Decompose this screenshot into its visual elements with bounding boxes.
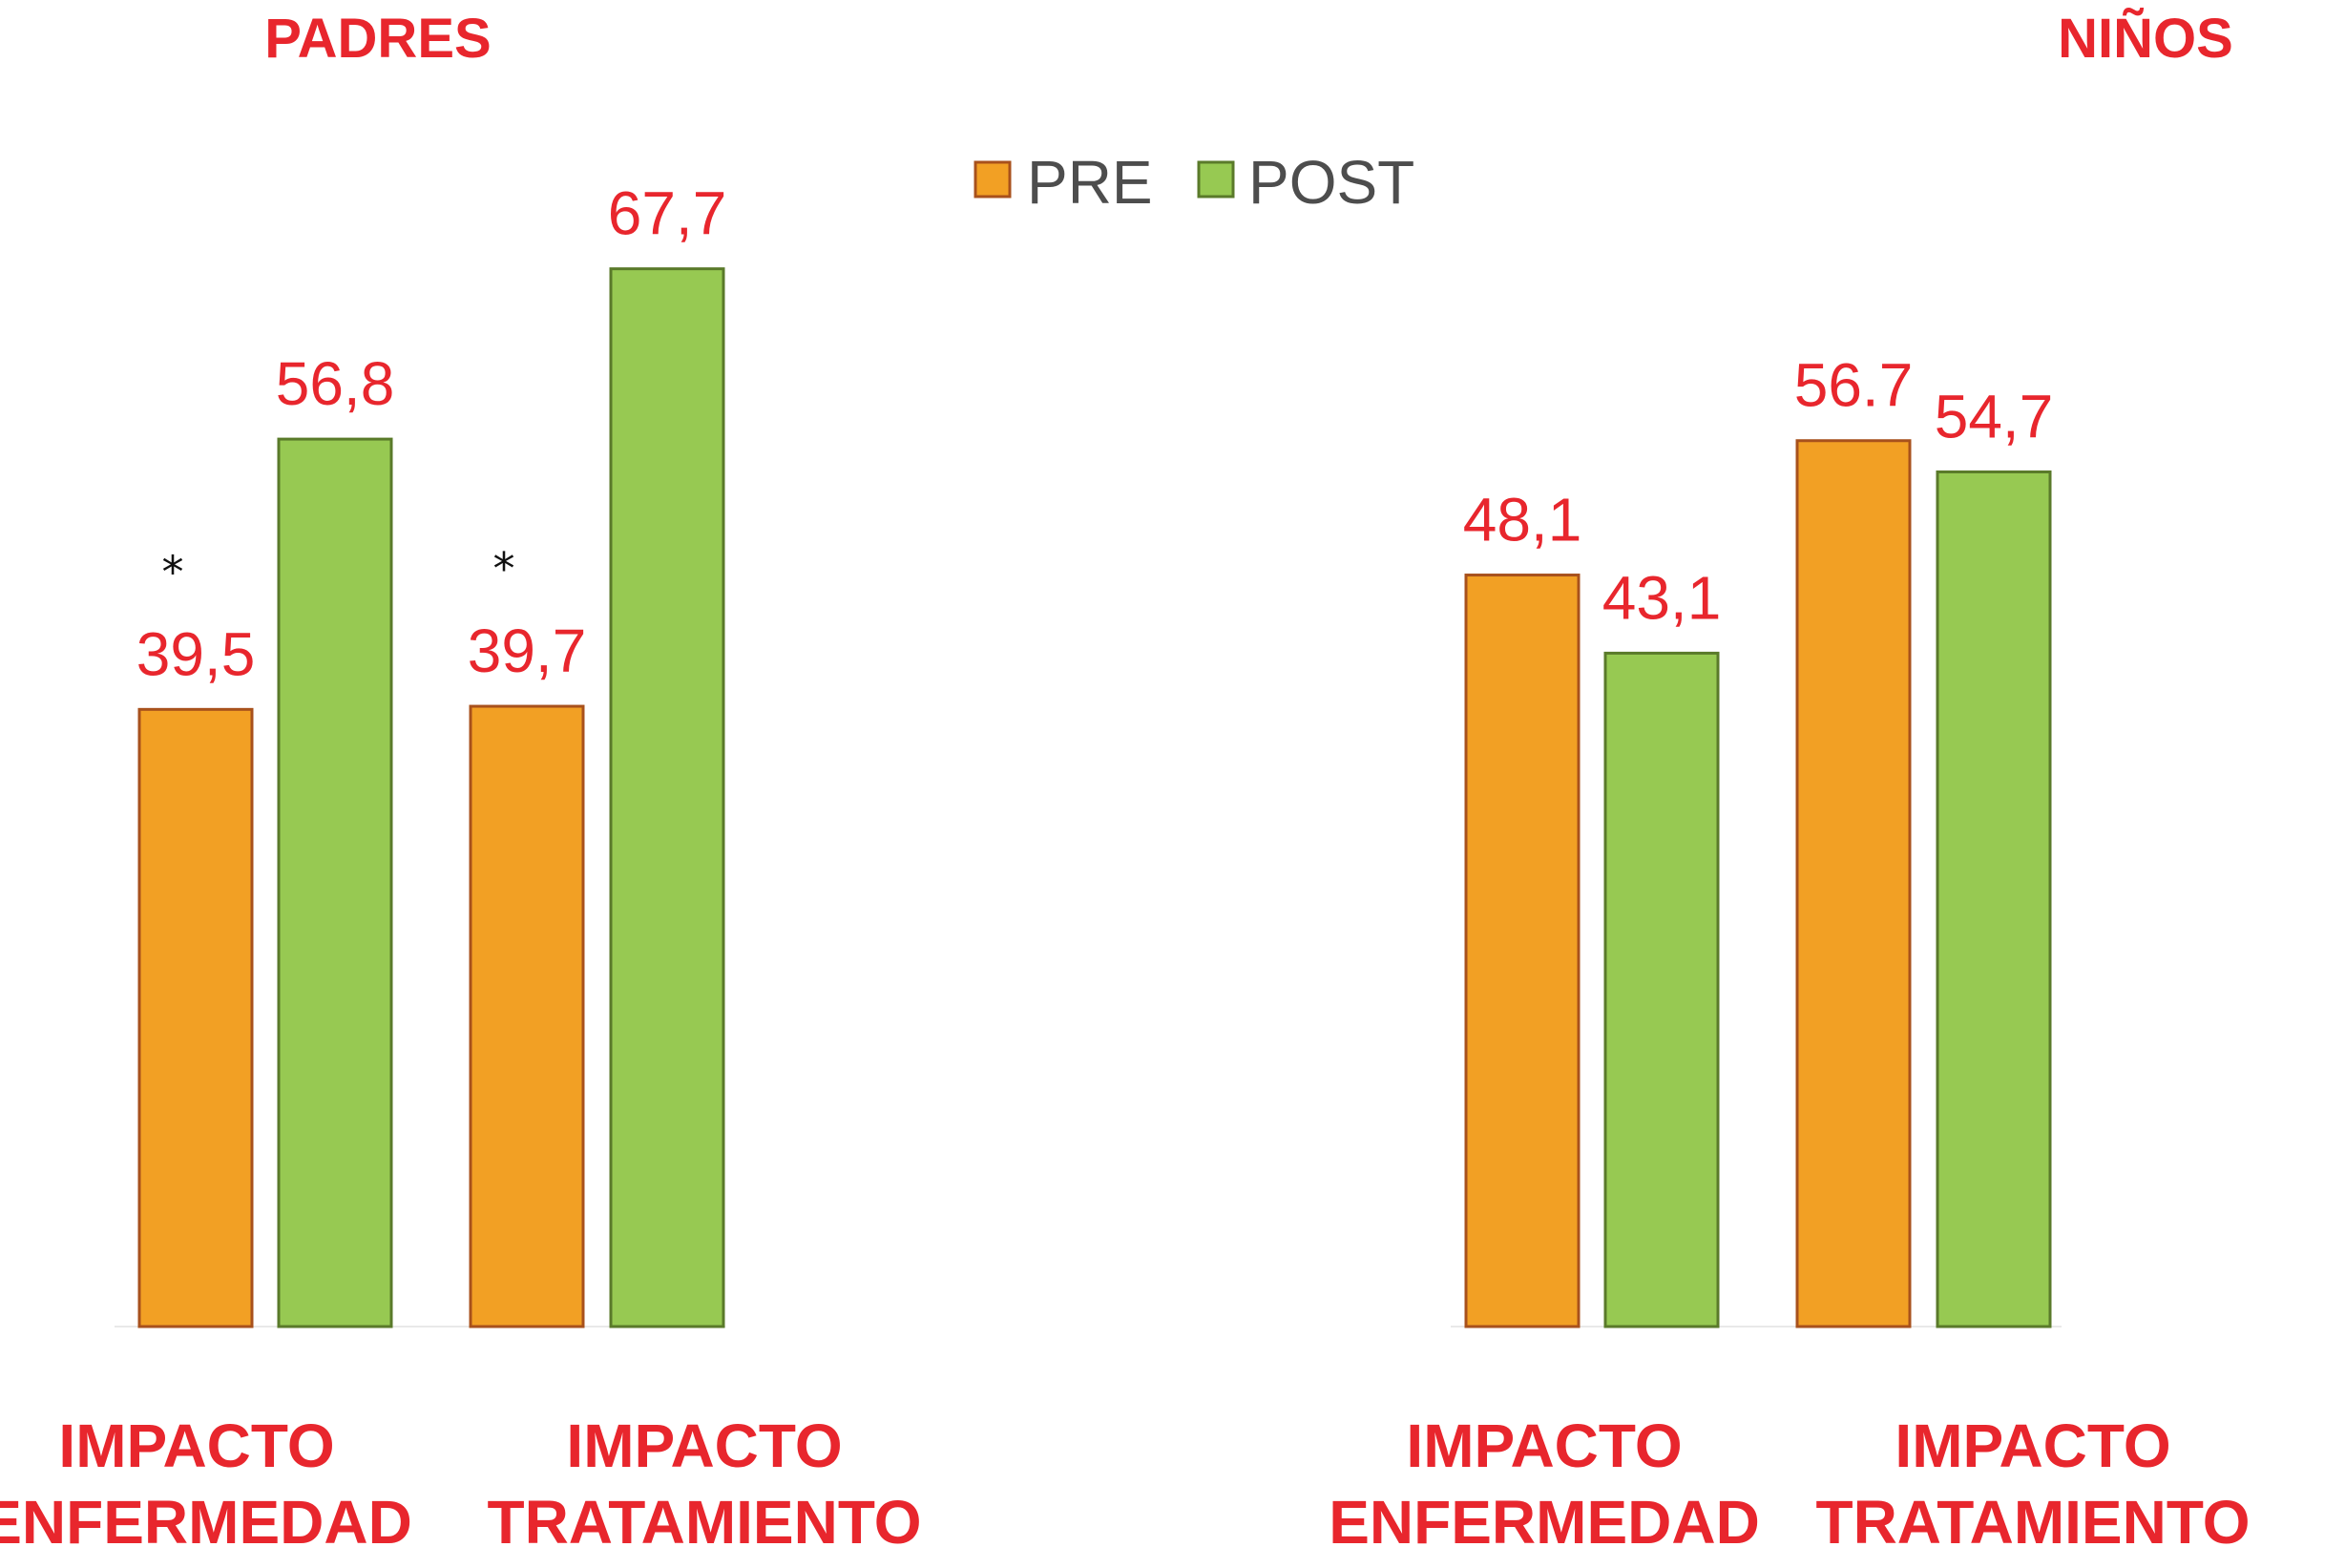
category-label: IMPACTO xyxy=(58,1411,334,1480)
legend-label-post: POST xyxy=(1248,148,1414,217)
legend: PRE POST xyxy=(974,148,1414,217)
legend-swatch-pre xyxy=(974,160,1012,199)
category-label: ENFERMEDAD xyxy=(1329,1488,1760,1557)
data-label: 54,7 xyxy=(1935,382,2054,450)
category-label: IMPACTO xyxy=(1895,1411,2170,1480)
bar-pre xyxy=(1795,439,1912,1328)
panel-title: PADRES xyxy=(264,8,491,70)
bar-post xyxy=(1936,470,2052,1328)
category-label: TRATAMIENTO xyxy=(487,1488,921,1557)
bar-pre xyxy=(469,704,585,1328)
data-label: 39,7 xyxy=(468,617,587,685)
legend-swatch-post xyxy=(1197,160,1235,199)
data-label: 56,8 xyxy=(276,349,395,418)
data-label: 48,1 xyxy=(1463,486,1582,554)
panel-title: NIÑOS xyxy=(2058,8,2233,70)
significance-marker: * xyxy=(493,543,515,595)
category-label: ENFERMEDAD xyxy=(0,1488,412,1557)
legend-label-pre: PRE xyxy=(1027,148,1153,217)
bar-post xyxy=(1603,651,1720,1328)
data-label: 56.7 xyxy=(1794,351,1914,420)
category-label: IMPACTO xyxy=(1406,1411,1682,1480)
bar-post xyxy=(609,267,725,1328)
panel-ninos: NIÑOS 48,1 56.7 43,1 54,7 IMPACTO ENFERMEDAD I… xyxy=(1329,8,2250,1557)
data-label: 39,5 xyxy=(136,619,256,688)
significance-marker: * xyxy=(162,546,184,597)
data-label: 67,7 xyxy=(608,179,727,248)
panel-padres: PADRES 39,5 * 39,7 * 56,8 67,7 IMPACTO ENFERMED… xyxy=(0,8,922,1557)
bar-post xyxy=(277,437,393,1328)
category-label: IMPACTO xyxy=(566,1411,842,1480)
bar-pre xyxy=(1464,574,1581,1328)
data-label: 43,1 xyxy=(1602,563,1722,632)
category-label: TRATAMIENTO xyxy=(1815,1488,2250,1557)
bar-pre xyxy=(137,707,254,1328)
